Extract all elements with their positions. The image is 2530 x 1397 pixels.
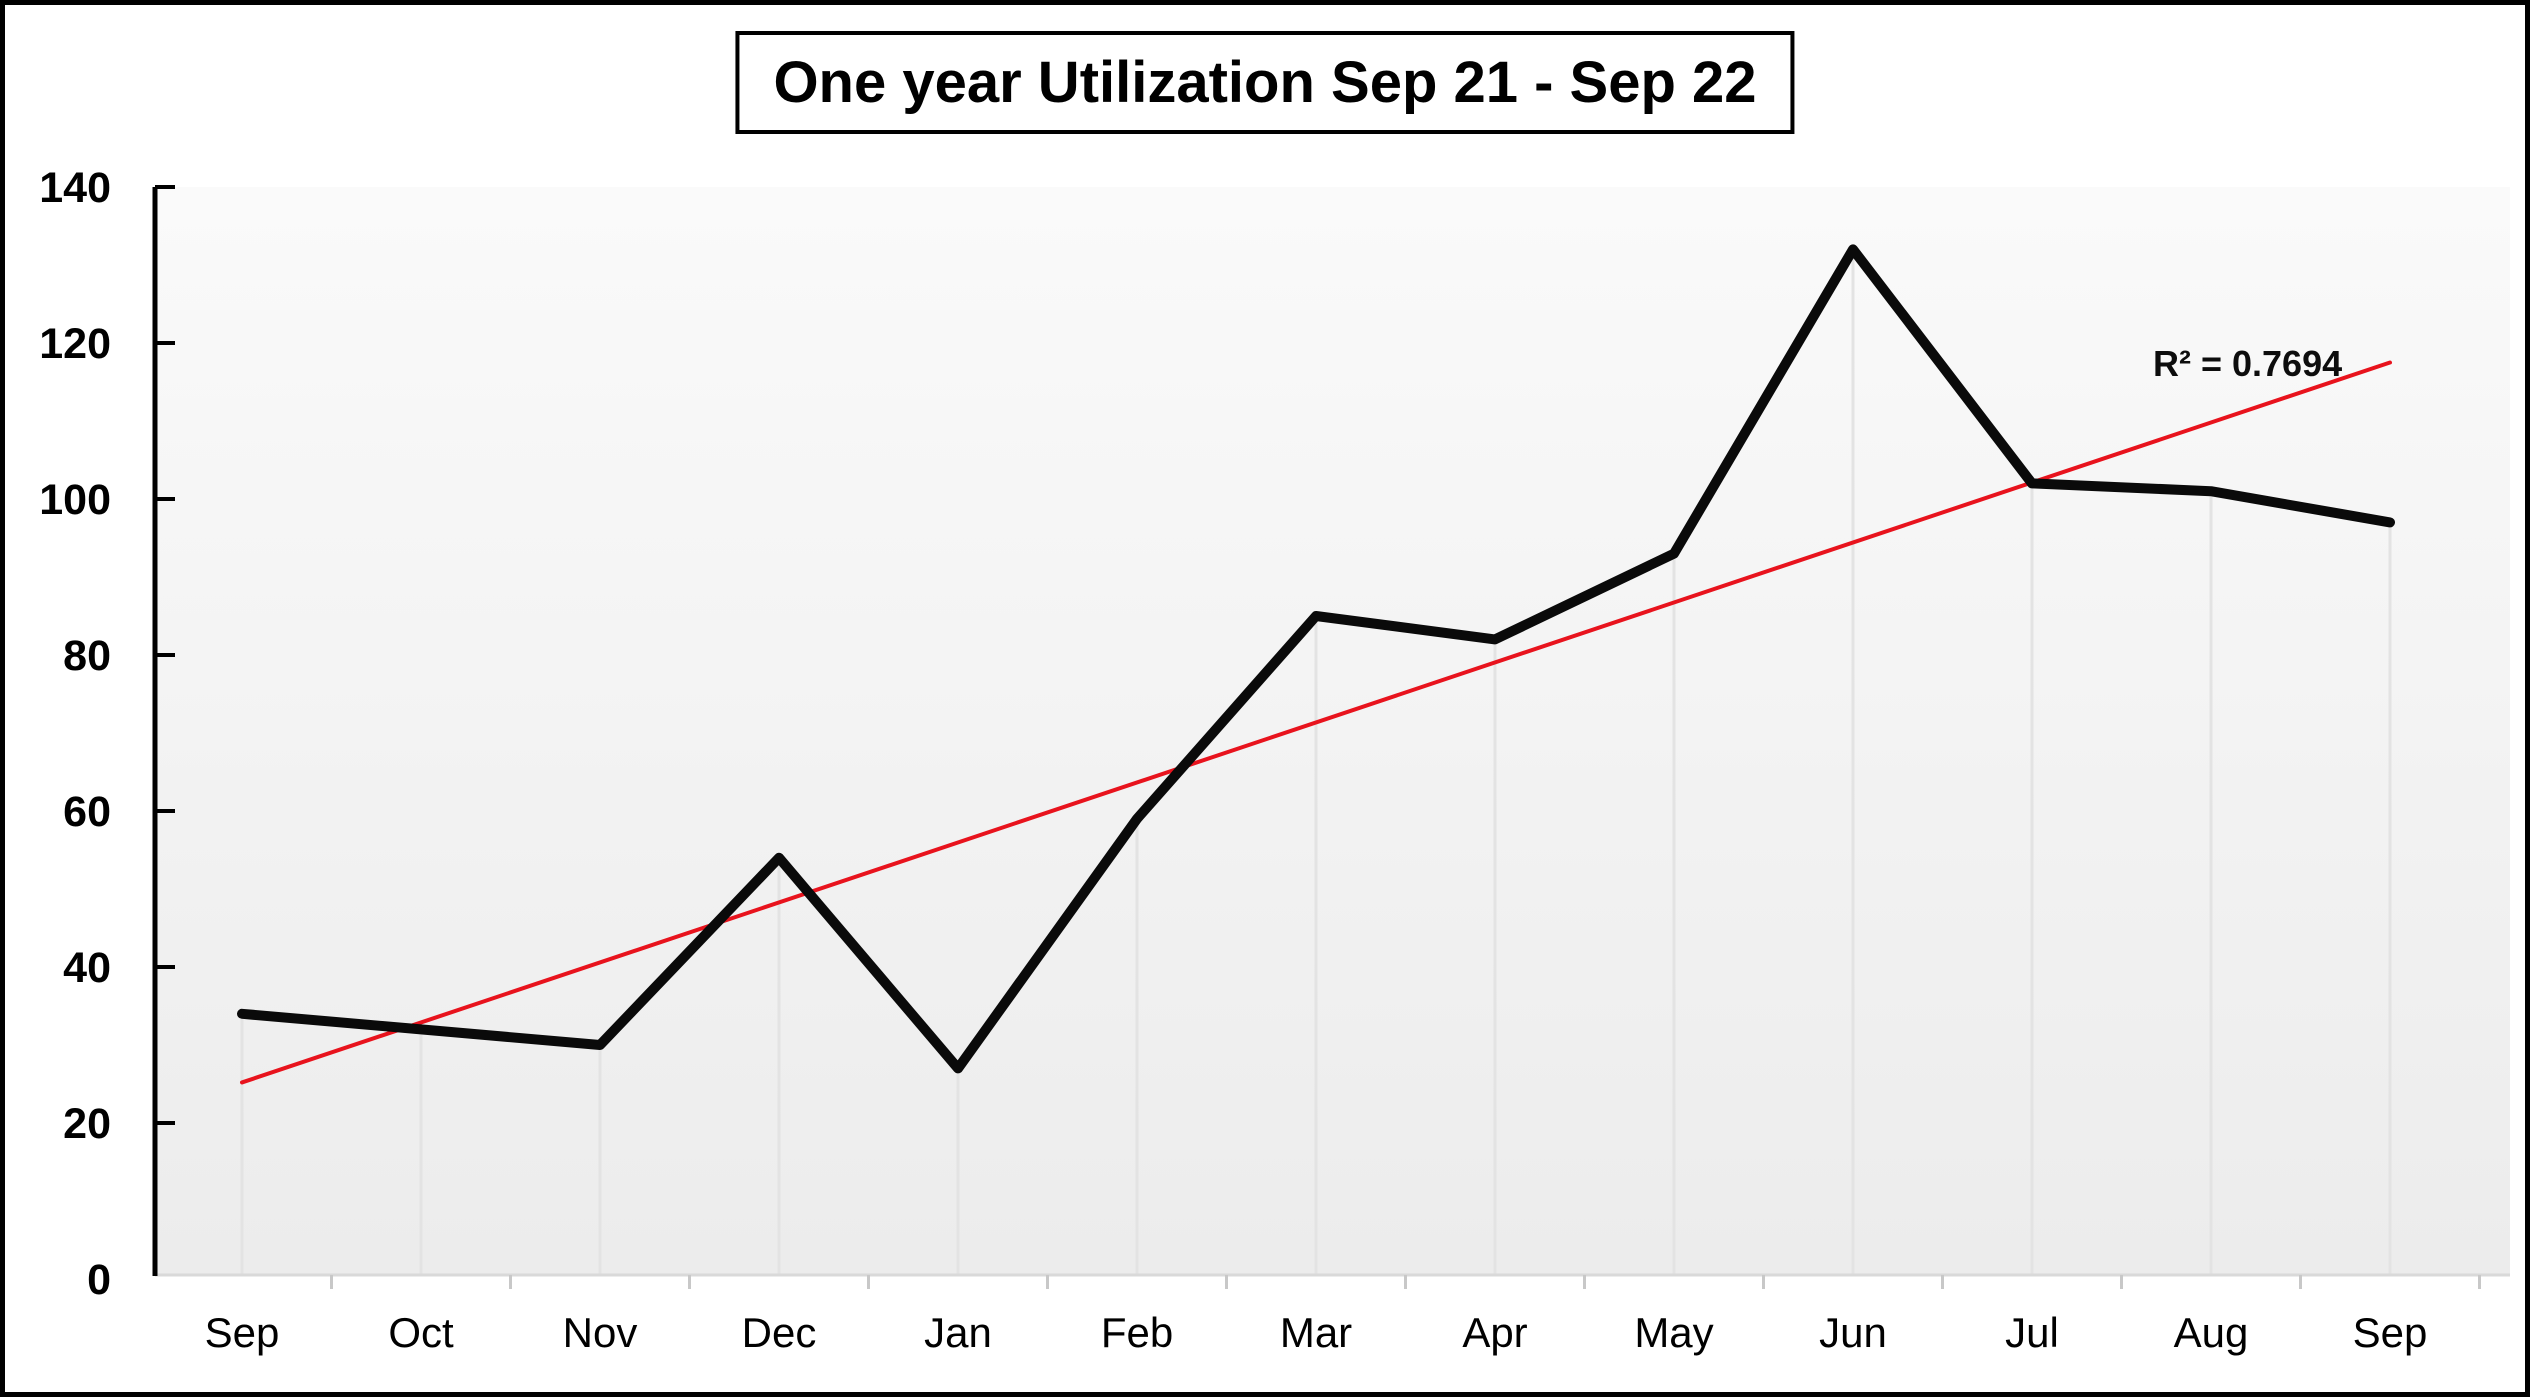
axis-labels: 0 20 40 60 80 100 120 140 Sep Oct Nov Dec Jan Feb Mar A…: [39, 164, 2427, 1356]
plot-area-background: [157, 187, 2510, 1275]
y-axis-tick-label: 60: [63, 788, 111, 836]
r-squared-annotation: R² = 0.7694: [2153, 343, 2343, 384]
y-axis-tick-label: 80: [63, 632, 111, 680]
chart-title: One year Utilization Sep 21 - Sep 22: [735, 31, 1795, 134]
x-axis-category-label: Oct: [388, 1309, 454, 1356]
x-axis-category-label: Aug: [2174, 1309, 2249, 1356]
drop-lines: [240, 249, 2392, 1275]
y-axis-tick-label: 20: [63, 1100, 111, 1148]
x-axis-category-label: Sep: [2353, 1309, 2428, 1356]
x-axis-category-label: Dec: [742, 1309, 817, 1356]
x-axis-category-label: Apr: [1462, 1309, 1527, 1356]
y-axis-tick-label: 140: [39, 164, 111, 212]
x-axis-category-label: Mar: [1280, 1309, 1352, 1356]
y-axis-tick-label: 100: [39, 476, 111, 524]
y-axis-tick-label: 0: [87, 1256, 111, 1304]
series-layer: [237, 244, 2395, 1074]
x-axis-category-label: Feb: [1101, 1309, 1173, 1356]
x-axis-category-label: Jun: [1819, 1309, 1887, 1356]
utilization-series-line: [237, 244, 2395, 1074]
x-axis-category-label: Sep: [205, 1309, 280, 1356]
x-axis-category-label: Jan: [924, 1309, 992, 1356]
utilization-line-chart: 0 20 40 60 80 100 120 140 Sep Oct Nov Dec Jan Feb Mar A…: [39, 164, 2510, 1356]
x-axis-category-label: May: [1634, 1309, 1713, 1356]
x-axis-category-label: Jul: [2005, 1309, 2059, 1356]
y-axis-tick-label: 120: [39, 320, 111, 368]
plot-area: [157, 187, 2510, 1275]
axes: [152, 185, 2510, 1289]
y-axis-tick-label: 40: [63, 944, 111, 992]
x-axis-category-label: Nov: [563, 1309, 638, 1356]
